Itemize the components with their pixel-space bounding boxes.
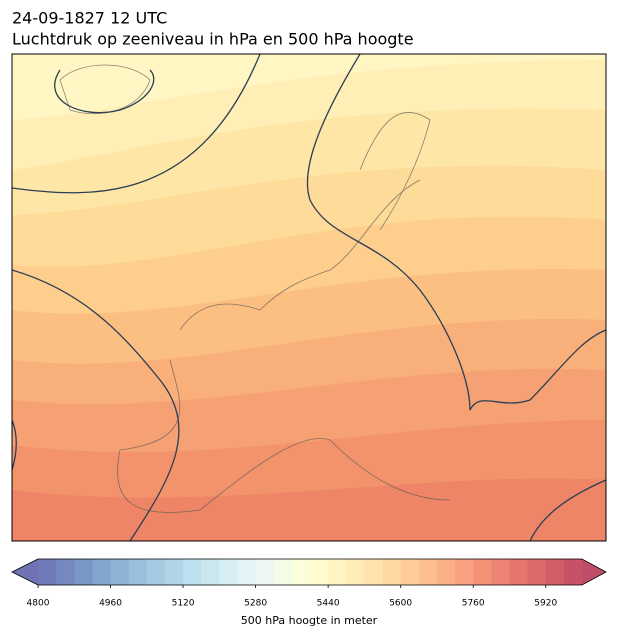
colorbar-segment [310,559,329,585]
colorbar-segment [545,559,565,585]
map [11,53,607,542]
colorbar-segment [183,559,202,585]
subtitle: Luchtdruk op zeeniveau in hPa en 500 hPa… [12,30,414,49]
colorbar-tick-label: 5440 [317,599,340,609]
colorbar-segment [110,559,130,585]
colorbar-tick-label: 5600 [389,599,412,609]
colorbar: 4800 4960 5120 5280 5440 5600 5760 5920 [11,558,607,609]
colorbar-segment [346,559,365,585]
colorbar-tick-label: 5280 [244,599,267,609]
colorbar-segment [382,559,402,585]
colorbar-segment [219,559,238,585]
colorbar-tick-label: 5920 [534,599,557,609]
colorbar-segment [328,559,347,585]
colorbar-segment [273,559,293,585]
colorbar-segment [473,559,492,585]
colorbar-segment [38,559,57,585]
title: 24-09-1827 12 UTC [12,9,167,28]
colorbar-tick-label: 4960 [99,599,122,609]
colorbar-segment [418,559,438,585]
colorbar-segment [291,559,311,585]
colorbar-tick-label: 4800 [27,599,50,609]
colorbar-segment [527,559,547,585]
colorbar-extend-low [12,559,38,585]
colorbar-segment [364,559,384,585]
colorbar-segment [491,559,510,585]
colorbar-segment [164,559,184,585]
colorbar-segment [146,559,166,585]
colorbar-extend-high [582,559,606,585]
colorbar-tick-label: 5120 [172,599,195,609]
colorbar-label: 500 hPa hoogte in meter [241,614,378,627]
colorbar-segment [509,559,529,585]
colorbar-segment [128,559,148,585]
colorbar-segment [56,559,75,585]
colorbar-segment [74,559,93,585]
colorbar-segment [201,559,220,585]
colorbar-segment [92,559,112,585]
colorbar-outline [11,558,607,586]
colorbar-segment [436,559,456,585]
colorbar-segment [255,559,275,585]
colorbar-segment [455,559,474,585]
colorbar-segment [563,559,583,585]
colorbar-segment [237,559,257,585]
colorbar-segment [400,559,420,585]
colorbar-tick-label: 5760 [462,599,485,609]
